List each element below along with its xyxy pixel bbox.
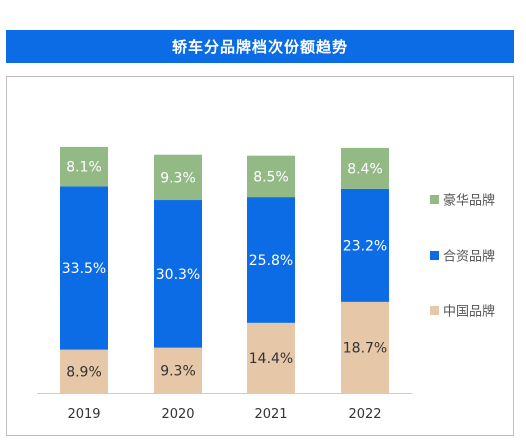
legend-label-0: 豪华品牌 <box>443 193 495 209</box>
data-label-2020-series-1: 30.3% <box>156 267 200 283</box>
data-label-2020-series-0: 9.3% <box>160 363 196 379</box>
bar-2020-series-2 <box>154 154 202 201</box>
data-label-2019-series-2: 8.1% <box>66 160 102 176</box>
data-label-2022-series-1: 23.2% <box>343 238 387 254</box>
bar-2022-series-2 <box>341 147 389 189</box>
data-label-2020-series-2: 9.3% <box>160 170 196 186</box>
chart-title: 轿车分品牌档次份额趋势 <box>171 38 348 56</box>
x-tick-label: 2021 <box>254 407 287 422</box>
bar-2022-series-1 <box>341 188 389 302</box>
x-tick-label: 2019 <box>67 407 100 422</box>
bar-2022-series-0 <box>341 301 389 393</box>
bar-2020-series-1 <box>154 200 202 348</box>
x-tick-label: 2022 <box>348 407 381 422</box>
legend-swatch-1 <box>430 251 439 260</box>
bar-2019-series-0 <box>60 349 108 393</box>
legend-label-2: 中国品牌 <box>443 304 495 320</box>
data-label-2022-series-2: 8.4% <box>347 161 383 177</box>
bar-2019-series-2 <box>60 146 108 187</box>
legend-swatch-0 <box>430 195 439 204</box>
bar-2019-series-1 <box>60 186 108 350</box>
bar-2021-series-0 <box>247 322 295 393</box>
data-label-2019-series-1: 33.5% <box>62 261 106 277</box>
bar-2020-series-0 <box>154 347 202 393</box>
data-label-2019-series-0: 8.9% <box>66 364 102 380</box>
data-label-2021-series-2: 8.5% <box>253 169 289 185</box>
data-label-2021-series-0: 14.4% <box>249 351 293 367</box>
bar-2021-series-2 <box>247 155 295 198</box>
data-label-2021-series-1: 25.8% <box>249 253 293 269</box>
legend-label-1: 合资品牌 <box>443 249 495 265</box>
bar-2021-series-1 <box>247 197 295 323</box>
legend-swatch-2 <box>430 306 439 315</box>
chart-title-banner: 轿车分品牌档次份额趋势 <box>6 30 514 63</box>
x-tick-label: 2020 <box>161 407 194 422</box>
data-label-2022-series-0: 18.7% <box>343 340 387 356</box>
